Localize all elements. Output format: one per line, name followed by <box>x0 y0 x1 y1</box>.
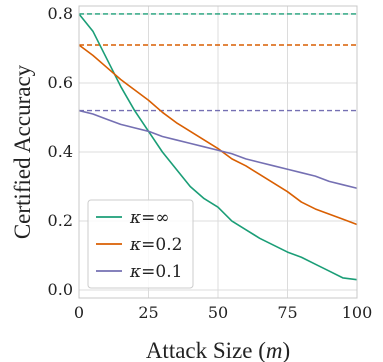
x-axis-label: Attack Size (m) <box>146 338 290 362</box>
legend-entry-value: =0.1 <box>141 262 182 282</box>
legend-entry-value: =∞ <box>141 208 169 228</box>
x-tick-labels: 0 25 50 75 100 <box>74 303 372 322</box>
legend: κ=∞κ=0.2κ=0.1 <box>87 199 194 289</box>
series-lines <box>78 13 358 281</box>
legend-entry-label: κ=0.1 <box>129 262 182 282</box>
legend-entry-variable: κ <box>129 208 141 228</box>
plot-area-frame <box>78 5 358 299</box>
y-tick-label: 0.8 <box>48 4 73 23</box>
x-axis-label-variable: m <box>266 338 283 362</box>
x-tick-label: 0 <box>74 303 84 322</box>
y-tick-labels: 0.0 0.2 0.4 0.6 0.8 <box>48 4 73 299</box>
x-axis-label-close: ) <box>283 338 291 362</box>
y-axis-label: Certified Accuracy <box>10 64 35 239</box>
y-tick-label: 0.6 <box>48 73 73 92</box>
baseline-dashed-lines <box>79 13 357 112</box>
x-tick-label: 75 <box>277 303 297 322</box>
y-tick-label: 0.4 <box>48 142 73 161</box>
legend-box <box>87 199 194 289</box>
x-tick-label: 50 <box>208 303 228 322</box>
y-tick-label: 0.0 <box>48 280 73 299</box>
x-tick-label: 100 <box>342 303 373 322</box>
series-line <box>78 109 358 190</box>
legend-entry-variable: κ <box>129 235 141 255</box>
legend-entry-label: κ=0.2 <box>129 235 182 255</box>
legend-entry-value: =0.2 <box>141 235 182 255</box>
x-tick-label: 25 <box>138 303 158 322</box>
series-line <box>78 44 358 226</box>
legend-entry-label: κ=∞ <box>129 208 170 228</box>
legend-entry-variable: κ <box>129 262 141 282</box>
series-line <box>78 13 358 281</box>
y-tick-label: 0.2 <box>48 211 73 230</box>
x-axis-label-text: Attack Size ( <box>146 338 266 362</box>
